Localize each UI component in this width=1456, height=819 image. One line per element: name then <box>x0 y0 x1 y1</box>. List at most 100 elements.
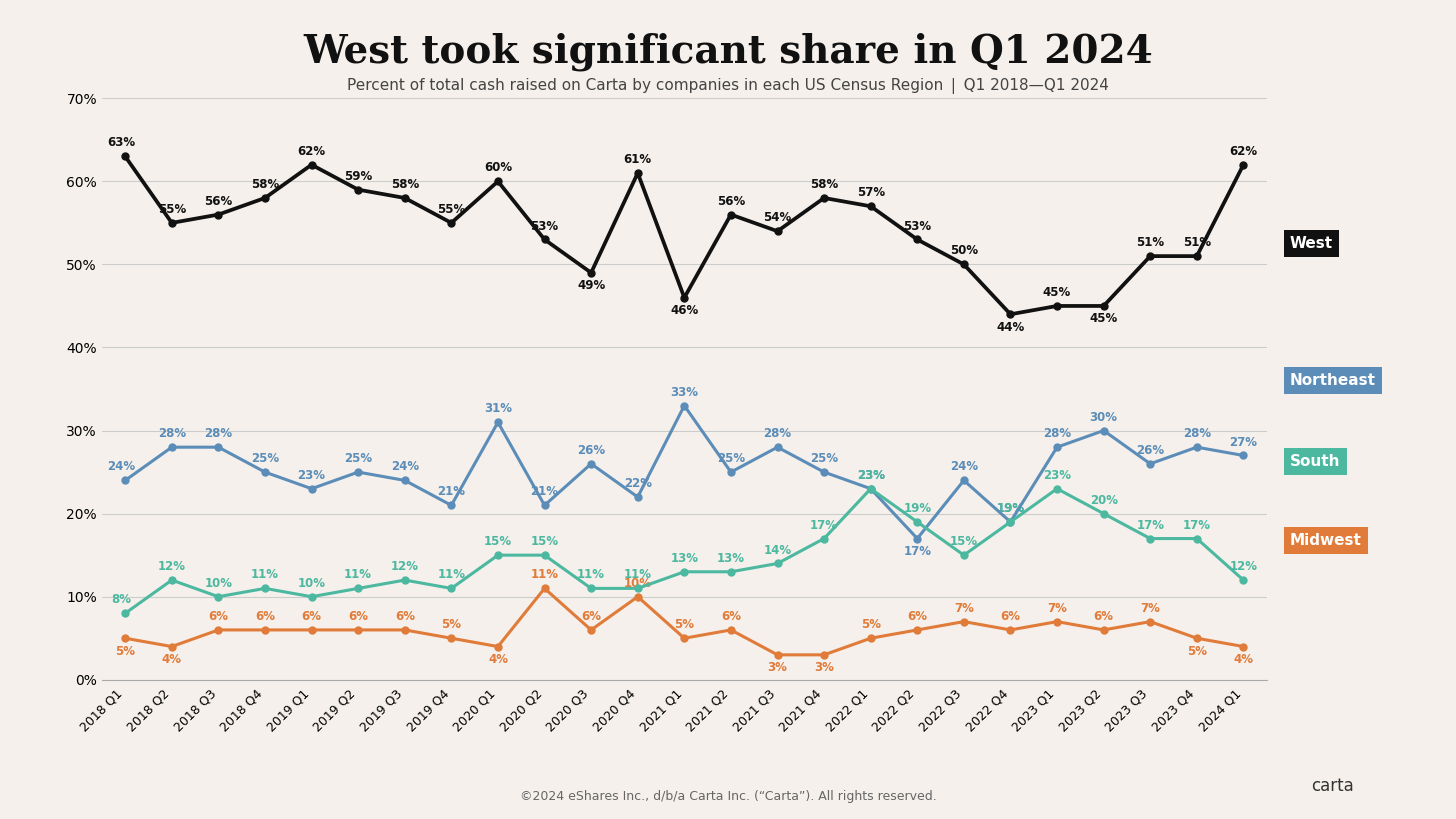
Text: 25%: 25% <box>344 452 373 465</box>
Text: 58%: 58% <box>810 178 839 191</box>
Text: 28%: 28% <box>763 428 792 441</box>
Text: 6%: 6% <box>301 610 322 623</box>
Text: 12%: 12% <box>1229 560 1258 573</box>
Text: 5%: 5% <box>441 618 462 631</box>
Text: 51%: 51% <box>1182 236 1211 249</box>
Text: 11%: 11% <box>437 568 466 581</box>
Text: 27%: 27% <box>1229 436 1258 449</box>
Text: 11%: 11% <box>250 568 280 581</box>
Text: 30%: 30% <box>1089 410 1118 423</box>
Text: 62%: 62% <box>297 145 326 158</box>
Text: 6%: 6% <box>208 610 229 623</box>
Text: 6%: 6% <box>348 610 368 623</box>
Text: 23%: 23% <box>856 468 885 482</box>
Text: 25%: 25% <box>716 452 745 465</box>
Text: 19%: 19% <box>903 502 932 515</box>
Text: ©2024 eShares Inc., d/b/a Carta Inc. (“Carta”). All rights reserved.: ©2024 eShares Inc., d/b/a Carta Inc. (“C… <box>520 790 936 803</box>
Text: 6%: 6% <box>581 610 601 623</box>
Text: Midwest: Midwest <box>1290 532 1361 548</box>
Text: 19%: 19% <box>996 502 1025 515</box>
Text: 17%: 17% <box>810 518 839 532</box>
Text: 23%: 23% <box>297 468 326 482</box>
Text: South: South <box>1290 455 1341 469</box>
Text: Percent of total cash raised on Carta by companies in each US Census Region | Q1: Percent of total cash raised on Carta by… <box>347 78 1109 94</box>
Text: 13%: 13% <box>670 552 699 565</box>
Text: 20%: 20% <box>1089 494 1118 507</box>
Text: 6%: 6% <box>395 610 415 623</box>
Text: 28%: 28% <box>1182 428 1211 441</box>
Text: 54%: 54% <box>763 211 792 224</box>
Text: 60%: 60% <box>483 161 513 174</box>
Text: 23%: 23% <box>856 468 885 482</box>
Text: 63%: 63% <box>106 137 135 150</box>
Text: 22%: 22% <box>623 477 652 490</box>
Text: 10%: 10% <box>204 577 233 590</box>
Text: 50%: 50% <box>949 245 978 257</box>
Text: 6%: 6% <box>721 610 741 623</box>
Text: 62%: 62% <box>1229 145 1258 158</box>
Text: 28%: 28% <box>1042 428 1072 441</box>
Text: 28%: 28% <box>204 428 233 441</box>
Text: 6%: 6% <box>1000 610 1021 623</box>
Text: 6%: 6% <box>907 610 927 623</box>
Text: 5%: 5% <box>674 618 695 631</box>
Text: 53%: 53% <box>530 219 559 233</box>
Text: 6%: 6% <box>1093 610 1114 623</box>
Text: 46%: 46% <box>670 304 699 317</box>
Text: 11%: 11% <box>344 568 373 581</box>
Text: 24%: 24% <box>949 460 978 473</box>
Text: 4%: 4% <box>162 653 182 666</box>
Text: 24%: 24% <box>390 460 419 473</box>
Text: 11%: 11% <box>577 568 606 581</box>
Text: 28%: 28% <box>157 428 186 441</box>
Text: 15%: 15% <box>530 536 559 548</box>
Text: 45%: 45% <box>1042 286 1072 299</box>
Text: 45%: 45% <box>1089 312 1118 325</box>
Text: 10%: 10% <box>623 577 652 590</box>
Text: carta: carta <box>1310 777 1354 795</box>
Text: 6%: 6% <box>255 610 275 623</box>
Text: 25%: 25% <box>810 452 839 465</box>
Text: 5%: 5% <box>1187 645 1207 658</box>
Text: 11%: 11% <box>623 568 652 581</box>
Text: 21%: 21% <box>437 486 466 499</box>
Text: 7%: 7% <box>1047 602 1067 615</box>
Text: 55%: 55% <box>157 203 186 216</box>
Text: 15%: 15% <box>483 536 513 548</box>
Text: 26%: 26% <box>577 444 606 457</box>
Text: 17%: 17% <box>903 545 932 558</box>
Text: 15%: 15% <box>949 536 978 548</box>
Text: 11%: 11% <box>530 568 559 581</box>
Text: 24%: 24% <box>106 460 135 473</box>
Text: 19%: 19% <box>996 502 1025 515</box>
Text: 31%: 31% <box>483 402 513 415</box>
Text: 17%: 17% <box>1136 518 1165 532</box>
Text: 25%: 25% <box>250 452 280 465</box>
Text: 12%: 12% <box>390 560 419 573</box>
Text: 26%: 26% <box>1136 444 1165 457</box>
Text: 58%: 58% <box>390 178 419 191</box>
Text: 7%: 7% <box>954 602 974 615</box>
Text: West: West <box>1290 236 1334 251</box>
Text: 33%: 33% <box>670 386 699 399</box>
Text: 57%: 57% <box>856 187 885 199</box>
Text: 23%: 23% <box>1042 468 1072 482</box>
Text: 61%: 61% <box>623 153 652 166</box>
Text: 7%: 7% <box>1140 602 1160 615</box>
Text: 51%: 51% <box>1136 236 1165 249</box>
Text: 44%: 44% <box>996 321 1025 333</box>
Text: 56%: 56% <box>716 195 745 208</box>
Text: 49%: 49% <box>577 279 606 292</box>
Text: 55%: 55% <box>437 203 466 216</box>
Text: 3%: 3% <box>767 661 788 674</box>
Text: 58%: 58% <box>250 178 280 191</box>
Text: 17%: 17% <box>1182 518 1211 532</box>
Text: 12%: 12% <box>157 560 186 573</box>
Text: West took significant share in Q1 2024: West took significant share in Q1 2024 <box>303 33 1153 71</box>
Text: 5%: 5% <box>115 645 135 658</box>
Text: 8%: 8% <box>111 594 131 606</box>
Text: 10%: 10% <box>297 577 326 590</box>
Text: 4%: 4% <box>1233 653 1254 666</box>
Text: 59%: 59% <box>344 170 373 183</box>
Text: 13%: 13% <box>716 552 745 565</box>
